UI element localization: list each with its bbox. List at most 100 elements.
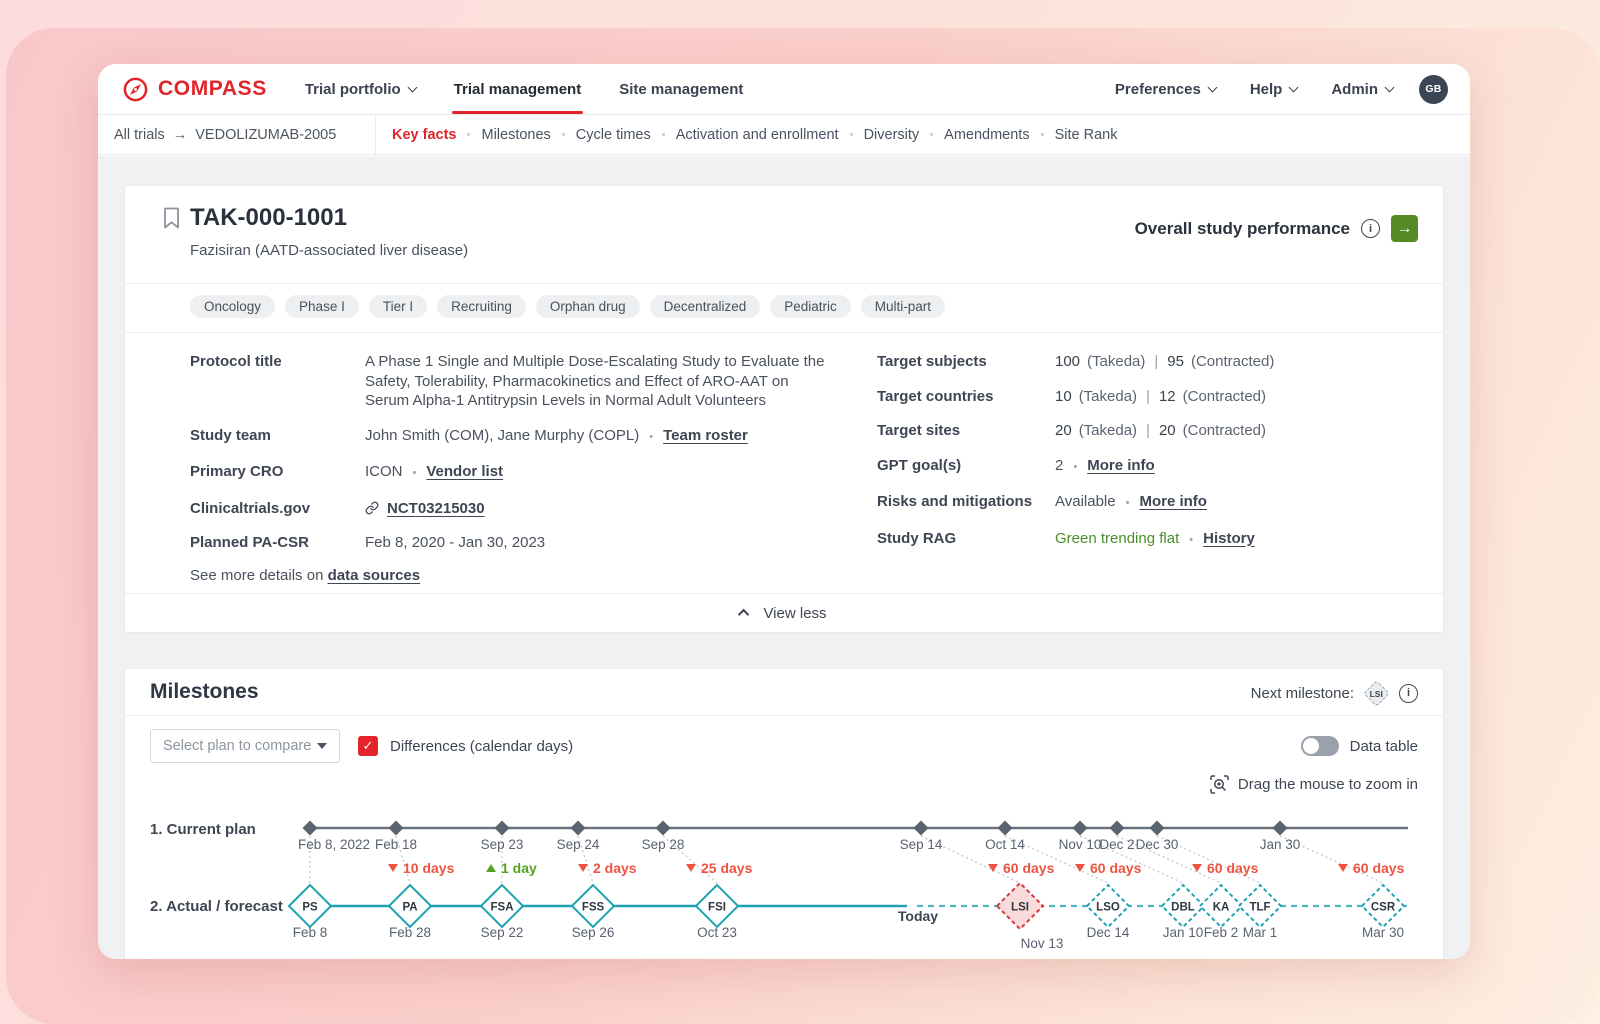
zoom-drag-icon [1210, 775, 1229, 794]
milestones-timeline-chart[interactable]: 1. Current plan 2. Actual / forecast Feb 8… [125, 801, 1443, 959]
tab-key-facts[interactable]: Key facts [392, 126, 457, 143]
diff-down-triangle-icon [1338, 864, 1348, 872]
pipe-separator: | [1146, 387, 1150, 405]
tab-amendments[interactable]: Amendments [944, 126, 1030, 143]
nav-item-label: Trial portfolio [304, 80, 401, 98]
plan-actual-connector [577, 835, 594, 884]
user-avatar[interactable]: GB [1419, 74, 1448, 104]
app-window: COMPASS Trial portfolio Trial management S… [98, 64, 1470, 959]
main-nav: Trial portfolio Trial management Site mana… [304, 64, 743, 114]
tab-site-rank[interactable]: Site Rank [1054, 126, 1118, 143]
details-left-column: Protocol title A Phase 1 Single and Multi… [190, 352, 835, 568]
diff-down-triangle-icon [578, 864, 588, 872]
plan-milestone-marker [1072, 820, 1088, 836]
milestone-code: KA [1213, 902, 1230, 914]
link-history[interactable]: History [1203, 529, 1255, 547]
milestone-code: PA [402, 902, 417, 914]
nav-item-help[interactable]: Help [1250, 64, 1299, 114]
differences-checkbox[interactable]: ✓ [358, 736, 378, 756]
nav-item-site-management[interactable]: Site management [619, 64, 743, 114]
milestone-code: TLF [1249, 902, 1270, 914]
milestone-diamond-fsa [479, 883, 525, 929]
diff-down-triangle-icon [686, 864, 696, 872]
dot-separator: • [1189, 533, 1194, 546]
plan-actual-connector [395, 835, 411, 884]
plan-actual-connector [662, 835, 718, 884]
detail-row-risks-and-mitigations: Risks and mitigations Available • More info [877, 492, 1422, 514]
next-milestone-label: Next milestone: [1250, 684, 1354, 702]
view-less-button[interactable]: View less [125, 593, 1443, 632]
plan-milestone-marker [302, 820, 318, 836]
plan-compare-placeholder: Select plan to compare [163, 738, 312, 754]
milestone-date: Nov 13 [1021, 936, 1064, 951]
breadcrumb[interactable]: All trials → VEDOLIZUMAB-2005 [98, 127, 375, 143]
diff-up-triangle-icon [486, 864, 496, 872]
milestone-date: Feb 2 [1204, 925, 1239, 940]
link-team-roster[interactable]: Team roster [663, 426, 748, 444]
milestone-diamond-fsi [694, 883, 740, 929]
diff-down-triangle-icon [988, 864, 998, 872]
pipe-separator: | [1146, 422, 1150, 439]
detail-value: Green trending flat • History [1055, 529, 1255, 551]
chevron-down-icon [407, 82, 418, 92]
divider [125, 332, 1443, 333]
nav-item-label: Admin [1331, 80, 1378, 98]
chevron-down-icon [1207, 82, 1218, 92]
nav-item-preferences[interactable]: Preferences [1114, 64, 1218, 114]
link-vendor-list[interactable]: Vendor list [426, 463, 504, 480]
brand[interactable]: COMPASS [122, 76, 267, 103]
target-value-contracted: 12 [1158, 387, 1176, 405]
plan-milestone-date: Dec 2 [1099, 837, 1134, 852]
dot-separator: • [1125, 497, 1130, 509]
tab-milestones[interactable]: Milestones [481, 126, 551, 143]
plan-compare-select[interactable]: Select plan to compare [150, 729, 340, 763]
plan-milestone-marker [1149, 820, 1165, 836]
detail-label: Risks and mitigations [877, 493, 1033, 510]
overall-performance: Overall study performance i → [1135, 215, 1418, 242]
caret-down-icon [317, 743, 327, 749]
data-table-toggle[interactable] [1300, 736, 1339, 756]
detail-value: 2 • More info [1055, 456, 1155, 478]
external-link[interactable]: NCT03215030 [387, 499, 485, 517]
nav-item-admin[interactable]: Admin [1331, 64, 1395, 114]
detail-value-text: Feb 8, 2020 - Jan 30, 2023 [365, 534, 546, 551]
detail-value-text: Available [1055, 493, 1116, 510]
detail-value: NCT03215030 [365, 499, 485, 519]
performance-arrow-button[interactable]: → [1391, 215, 1418, 242]
nav-item-trial-portfolio[interactable]: Trial portfolio [304, 64, 418, 114]
diff-days-label: 10 days [403, 860, 455, 876]
differences-label: Differences (calendar days) [390, 737, 574, 755]
milestone-code: FSS [582, 902, 605, 914]
chevron-down-icon [1288, 82, 1299, 92]
dot-separator [561, 133, 565, 136]
detail-value: 20 (Takeda) | 20 (Contracted) [1055, 421, 1266, 441]
milestone-code: CSR [1371, 902, 1396, 914]
tab-diversity[interactable]: Diversity [863, 126, 920, 143]
study-tag-pediatric: Pediatric [770, 295, 851, 318]
nav-item-trial-management[interactable]: Trial management [451, 64, 583, 114]
data-sources-link[interactable]: data sources [327, 567, 421, 584]
link-more-info[interactable]: More info [1087, 456, 1155, 474]
link-more-info[interactable]: More info [1139, 493, 1207, 510]
detail-label: Primary CRO [190, 463, 284, 480]
tab-activation-and-enrollment[interactable]: Activation and enrollment [675, 126, 839, 143]
toggle-knob [1302, 738, 1319, 754]
tab-cycle-times[interactable]: Cycle times [575, 126, 651, 143]
divider [125, 283, 1443, 284]
milestone-date: Sep 22 [481, 925, 524, 940]
bookmark-icon[interactable] [163, 207, 180, 229]
nav-item-label: Preferences [1114, 80, 1201, 98]
detail-label: Planned PA-CSR [190, 534, 309, 551]
breadcrumb-root[interactable]: All trials [114, 126, 165, 143]
detail-row-target-subjects: Target subjects 100 (Takeda) | 95 (Contracted… [877, 352, 1422, 372]
diff-days-label: 60 days [1353, 860, 1405, 876]
info-icon[interactable]: i [1399, 683, 1418, 703]
info-icon[interactable]: i [1361, 219, 1380, 238]
diff-days-label: 25 days [701, 860, 753, 876]
detail-value: 100 (Takeda) | 95 (Contracted) [1055, 352, 1274, 372]
plan-actual-connector [1156, 835, 1261, 884]
target-org-contracted: (Contracted) [1182, 387, 1267, 405]
next-milestone: Next milestone: LSI i [1250, 679, 1418, 707]
plan-actual-connector [1079, 835, 1184, 884]
diff-down-triangle-icon [1192, 864, 1202, 872]
